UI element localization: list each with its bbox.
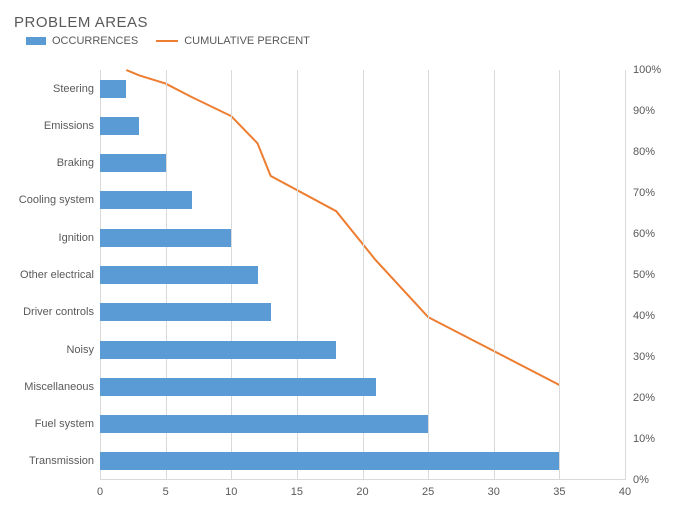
y2-tick-label: 90% <box>625 105 655 117</box>
category-label: Miscellaneous <box>24 381 100 393</box>
category-label: Noisy <box>66 344 100 356</box>
bar <box>100 191 192 209</box>
x-tick-label: 10 <box>225 486 237 498</box>
y2-tick-label: 50% <box>625 269 655 281</box>
bar <box>100 154 166 172</box>
category-label: Cooling system <box>19 194 100 206</box>
x-gridline <box>428 70 429 480</box>
bar <box>100 415 428 433</box>
x-gridline <box>494 70 495 480</box>
bar <box>100 378 376 396</box>
bar <box>100 341 336 359</box>
y2-tick-label: 70% <box>625 187 655 199</box>
legend: OCCURRENCES CUMULATIVE PERCENT <box>26 35 667 47</box>
line-swatch <box>156 40 178 42</box>
bar <box>100 229 231 247</box>
y2-tick-label: 100% <box>625 64 661 76</box>
category-label: Ignition <box>59 232 100 244</box>
plot-area: 0510152025303540SteeringEmissionsBraking… <box>100 70 625 480</box>
category-label: Other electrical <box>20 269 100 281</box>
legend-label-line: CUMULATIVE PERCENT <box>184 35 310 47</box>
x-tick-label: 5 <box>163 486 169 498</box>
category-label: Transmission <box>29 455 100 467</box>
category-label: Emissions <box>44 120 100 132</box>
category-label: Braking <box>57 157 100 169</box>
legend-item-bars: OCCURRENCES <box>26 35 138 47</box>
y2-tick-label: 30% <box>625 351 655 363</box>
y2-tick-label: 0% <box>625 474 649 486</box>
bar <box>100 266 258 284</box>
y2-tick-label: 80% <box>625 146 655 158</box>
x-tick-label: 20 <box>356 486 368 498</box>
category-label: Driver controls <box>23 306 100 318</box>
legend-item-line: CUMULATIVE PERCENT <box>156 35 310 47</box>
bar <box>100 452 559 470</box>
y2-tick-label: 20% <box>625 392 655 404</box>
x-tick-label: 15 <box>291 486 303 498</box>
bar <box>100 303 271 321</box>
bar <box>100 80 126 98</box>
legend-label-bars: OCCURRENCES <box>52 35 138 47</box>
x-tick-label: 40 <box>619 486 631 498</box>
y2-tick-label: 40% <box>625 310 655 322</box>
bar <box>100 117 139 135</box>
y2-tick-label: 10% <box>625 433 655 445</box>
chart-title: PROBLEM AREAS <box>14 14 667 31</box>
x-tick-label: 0 <box>97 486 103 498</box>
x-tick-label: 35 <box>553 486 565 498</box>
category-label: Fuel system <box>35 418 100 430</box>
x-gridline <box>559 70 560 480</box>
pareto-chart: PROBLEM AREAS OCCURRENCES CUMULATIVE PER… <box>0 0 675 520</box>
y2-tick-label: 60% <box>625 228 655 240</box>
category-label: Steering <box>53 83 100 95</box>
x-tick-label: 30 <box>488 486 500 498</box>
bar-swatch <box>26 37 46 45</box>
x-tick-label: 25 <box>422 486 434 498</box>
